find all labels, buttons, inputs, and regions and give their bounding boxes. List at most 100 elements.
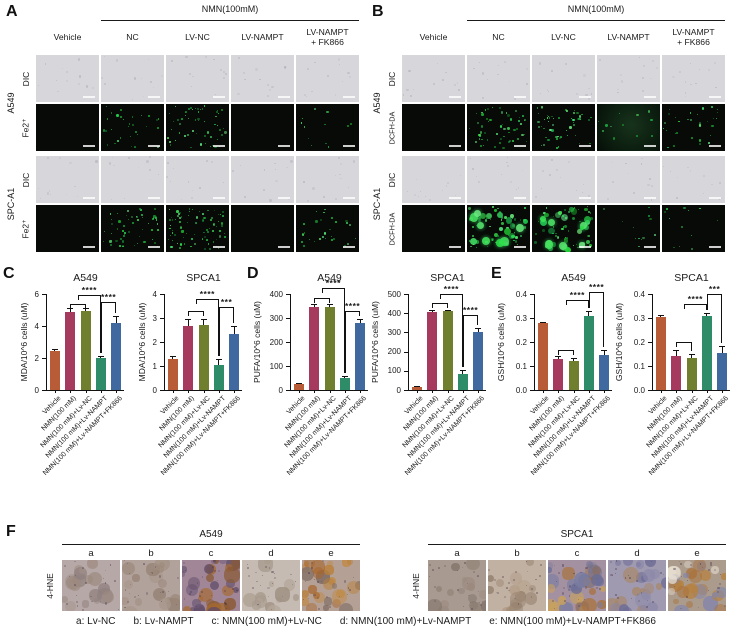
ihc-speckle xyxy=(612,574,614,576)
fluor-dot xyxy=(650,118,653,122)
texture-dot xyxy=(76,196,78,198)
fluor-dot xyxy=(302,245,305,248)
fluor-dot xyxy=(332,237,335,240)
fluor-dot xyxy=(672,144,675,148)
texture-dot xyxy=(85,85,88,88)
texture-dot xyxy=(306,96,308,97)
fluor-dot xyxy=(499,211,501,213)
fluor-dot xyxy=(143,240,146,244)
ihc-speckle xyxy=(573,585,576,587)
texture-dot xyxy=(103,56,105,58)
fluor-blob xyxy=(469,213,479,222)
fluor-dot xyxy=(118,244,122,248)
column-letter: e xyxy=(694,548,700,559)
fluorescence-micrograph xyxy=(166,104,229,151)
fluor-dot xyxy=(119,136,122,139)
texture-dot xyxy=(192,75,194,77)
fluor-dot xyxy=(665,208,669,211)
fluor-dot xyxy=(194,119,197,122)
texture-dot xyxy=(689,170,692,172)
fluorescence-micrograph xyxy=(402,205,465,252)
fluor-dot xyxy=(122,118,125,121)
texture-dot xyxy=(687,166,689,169)
texture-dot xyxy=(243,72,245,75)
texture-dot xyxy=(508,80,510,82)
fluor-dot xyxy=(180,227,182,229)
texture-dot xyxy=(214,93,216,95)
fluor-dot xyxy=(478,134,481,137)
texture-dot xyxy=(334,197,337,201)
y-tick-mark xyxy=(530,294,534,295)
fluor-dot xyxy=(640,238,642,240)
sig-bracket-line xyxy=(565,300,589,301)
ihc-speckle xyxy=(146,592,149,595)
sig-bracket-leg xyxy=(461,294,463,368)
ihc-blob xyxy=(618,604,630,611)
ihc-blob xyxy=(197,596,204,603)
fluor-dot xyxy=(354,237,357,240)
fluor-dot xyxy=(153,215,156,218)
fluor-dot xyxy=(675,131,678,134)
ihc-speckle xyxy=(469,601,471,603)
ihc-speckle xyxy=(569,585,572,588)
ihc-blob xyxy=(591,566,601,576)
fluor-dot xyxy=(638,237,640,239)
fluor-dot xyxy=(189,107,192,110)
ihc-speckle xyxy=(184,598,186,600)
scale-bar xyxy=(514,197,526,199)
fluor-dot xyxy=(576,111,579,115)
ihc-blob xyxy=(635,560,645,569)
ihc-speckle xyxy=(162,591,165,594)
ihc-speckle xyxy=(271,570,274,573)
texture-dot xyxy=(506,164,510,168)
texture-dot xyxy=(349,76,351,78)
texture-dot xyxy=(510,180,513,183)
fluorescence-micrograph xyxy=(662,104,725,151)
fluor-dot xyxy=(567,230,570,232)
fluor-dot xyxy=(577,229,582,234)
fluor-dot xyxy=(716,112,718,114)
fluor-dot xyxy=(636,113,639,117)
texture-dot xyxy=(263,189,266,192)
error-bar-line xyxy=(557,355,559,359)
fluor-dot xyxy=(131,222,134,225)
fluor-dot xyxy=(179,247,182,250)
ihc-speckle xyxy=(159,575,162,578)
ihc-micrograph xyxy=(182,560,240,611)
fluor-dot xyxy=(544,212,549,218)
fluor-dot xyxy=(168,208,170,210)
ihc-blob xyxy=(169,593,180,606)
texture-dot xyxy=(650,199,653,201)
ihc-blob xyxy=(509,572,523,585)
fluor-dot xyxy=(489,118,492,122)
texture-dot xyxy=(232,170,234,172)
caption-item: c: NMN(100 mM)+Lv-NC xyxy=(211,616,322,627)
ihc-blob xyxy=(122,562,136,576)
texture-dot xyxy=(549,174,551,176)
fluor-dot xyxy=(558,211,563,216)
ihc-speckle xyxy=(531,587,534,590)
texture-dot xyxy=(676,176,678,178)
texture-dot xyxy=(77,58,81,61)
texture-dot xyxy=(620,74,622,76)
fluor-dot xyxy=(650,134,654,137)
y-tick-mark xyxy=(160,342,164,343)
x-tick-mark xyxy=(172,390,174,393)
sig-bracket-leg xyxy=(603,291,605,348)
ihc-speckle xyxy=(517,603,520,605)
ihc-speckle xyxy=(308,572,310,574)
ihc-speckle xyxy=(104,569,106,571)
texture-dot xyxy=(170,60,173,63)
fluor-dot xyxy=(664,210,667,213)
ihc-blob xyxy=(257,560,273,572)
ihc-speckle xyxy=(443,565,446,568)
texture-dot xyxy=(540,187,542,189)
fluor-dot xyxy=(141,214,144,217)
sig-bracket-leg xyxy=(690,342,692,351)
bar xyxy=(553,358,564,390)
fluor-dot xyxy=(483,131,486,134)
fluor-dot xyxy=(217,213,220,216)
fluor-dot xyxy=(118,220,121,223)
y-tick-mark xyxy=(160,390,164,391)
